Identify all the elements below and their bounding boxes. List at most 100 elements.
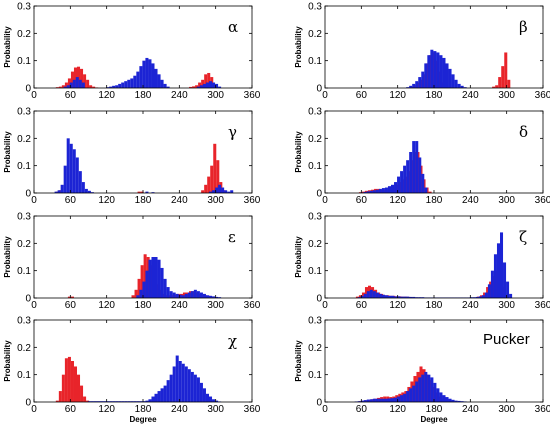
panel-3-series-2-bar [69, 143, 73, 193]
panel-5-label: ε [228, 228, 236, 246]
panel-7-series-1-bar [86, 400, 90, 402]
panel-3-series-2-bar [84, 188, 88, 193]
panel-5-series-2-bar [163, 278, 167, 298]
panel-6-series-2-bar [490, 270, 494, 298]
panel-2-series-2-bar [460, 85, 464, 88]
panel-8-series-2-bar [384, 398, 388, 402]
panel-3-label: γ [228, 123, 237, 141]
panel-1-ylabel: Probability [3, 26, 12, 68]
panel-8-series-2-bar [375, 398, 379, 402]
panel-3-series-2-bar [75, 157, 79, 193]
panel-7-xtick-label: 0 [31, 404, 37, 415]
panel-6-series-1-bar [355, 296, 359, 298]
panel-7-series-2-bar [212, 399, 216, 402]
panel-7-xlabel: Degree [129, 415, 157, 424]
panel-7-series-2-bar [193, 374, 197, 402]
panel-3-series-2-bar [60, 184, 64, 193]
panel-8-series-2-bar [406, 391, 410, 402]
panel-6-series-2-bar [409, 296, 413, 298]
panel-7-series-1-bar [67, 356, 71, 402]
panel-1-series-1-bar [55, 87, 59, 88]
panel-2-xtick-label: 60 [356, 90, 368, 101]
panel-5-series-2-bar [193, 289, 197, 298]
panel-3-series-1-bar [207, 176, 211, 193]
panel-4-series-2-bar [421, 173, 425, 193]
panel-8-xtick-label: 120 [389, 404, 406, 415]
panel-5-xtick-label: 0 [31, 300, 37, 311]
panel-5-ylabel: Probability [3, 236, 12, 278]
panel-1-series-2-bar [118, 83, 122, 88]
panel-2-series-2-bar [439, 55, 443, 88]
panel-1-series-2-bar [218, 86, 222, 88]
panel-6-xtick-label: 240 [462, 300, 479, 311]
panel-6-series-2-bar [472, 297, 476, 298]
panel-3-series-2-bar [81, 182, 85, 193]
panel-2-series-2-bar [448, 68, 452, 88]
panel-8-series-2-bar [430, 377, 434, 402]
panel-7-series-2-bar [163, 385, 167, 402]
panel-3-xtick-label: 300 [207, 195, 224, 206]
panel-2-series-2-bar [427, 55, 431, 88]
panel-3-ytick-label: 0.3 [17, 107, 31, 118]
panel-5-ytick-label: 0.3 [17, 212, 31, 223]
panel-7-xtick-label: 300 [207, 404, 224, 415]
panel-1-xtick-label: 0 [31, 90, 37, 101]
panel-3-xtick-label: 240 [171, 195, 188, 206]
panel-7-series-2-bar [124, 401, 128, 402]
panel-5-series-2-bar [190, 291, 194, 298]
panel-4-series-2-bar [415, 141, 419, 193]
panel-3-series-2-bar [212, 190, 216, 193]
panel-3-series-2-bar [221, 187, 225, 193]
panel-8-series-2-bar [360, 400, 364, 402]
panel-7-series-2-bar [136, 401, 140, 402]
panel-5-series-2-bar [157, 259, 161, 298]
panel-5-series-2-bar [142, 281, 146, 298]
panel-5-series-2-bar [145, 270, 149, 298]
panel-5-series-2-bar [169, 291, 173, 298]
panel-6-series-2-bar [487, 284, 491, 298]
panel-2-series-2-bar [457, 83, 461, 88]
panel-7-series-2-bar [121, 401, 125, 402]
panel-1-xtick-label: 180 [135, 90, 152, 101]
panel-4-series-2-bar [400, 171, 404, 193]
panel-3-series-1-bar [201, 190, 205, 193]
panel-7-series-2-bar [166, 380, 170, 402]
panel-1-series-2-bar [205, 82, 209, 88]
panel-1-series-2-bar [215, 83, 219, 88]
panel-1-series-2-bar [127, 79, 131, 88]
panel-2-series-2-bar [406, 87, 410, 88]
panel-4-series-2-bar [387, 186, 391, 193]
panel-7-xtick-label: 360 [244, 404, 261, 415]
panel-1-xtick-label: 240 [171, 90, 188, 101]
panel-4-series-2-bar [391, 184, 395, 193]
panel-6-series-2-bar [496, 243, 500, 298]
panel-8-series-2-bar [387, 398, 391, 402]
panel-8-series-2-bar [397, 396, 401, 402]
panel-6-series-2-bar [363, 293, 367, 298]
panel-5-series-1-bar [143, 254, 147, 298]
panel-8-series-2-bar [372, 398, 376, 402]
panel-7-series-2-bar [142, 401, 146, 402]
panel-4-series-2-bar [424, 187, 428, 193]
panel-4-xtick-label: 0 [322, 195, 328, 206]
panel-2-xtick-label: 360 [535, 90, 550, 101]
panel-7-series-2-bar [151, 396, 155, 402]
panel-3-series-1-bar [140, 191, 144, 193]
panel-3-series-2-bar [72, 149, 76, 193]
panel-4-label: δ [519, 123, 528, 141]
panel-1-series-1-bar [86, 79, 90, 88]
panel-5-series-2-bar [151, 257, 155, 298]
panel-7-series-2-bar [87, 401, 91, 402]
panel-1-series-1-bar [58, 86, 62, 88]
panel-2-series-2-bar [436, 52, 440, 88]
panel-1-series-2-bar [139, 66, 143, 88]
panel-7-series-2-bar [130, 401, 134, 402]
panel-6-ytick-label: 0.1 [308, 266, 322, 277]
panel-7-xtick-label: 120 [98, 404, 115, 415]
panel-5-xtick-label: 300 [207, 300, 224, 311]
panel-3-xtick-label: 0 [31, 195, 37, 206]
panel-1-series-2-bar [121, 82, 125, 88]
panel-7-series-2-bar [133, 401, 137, 402]
panel-5-series-2-bar [184, 293, 188, 298]
panel-8-series-2-bar [439, 392, 443, 402]
